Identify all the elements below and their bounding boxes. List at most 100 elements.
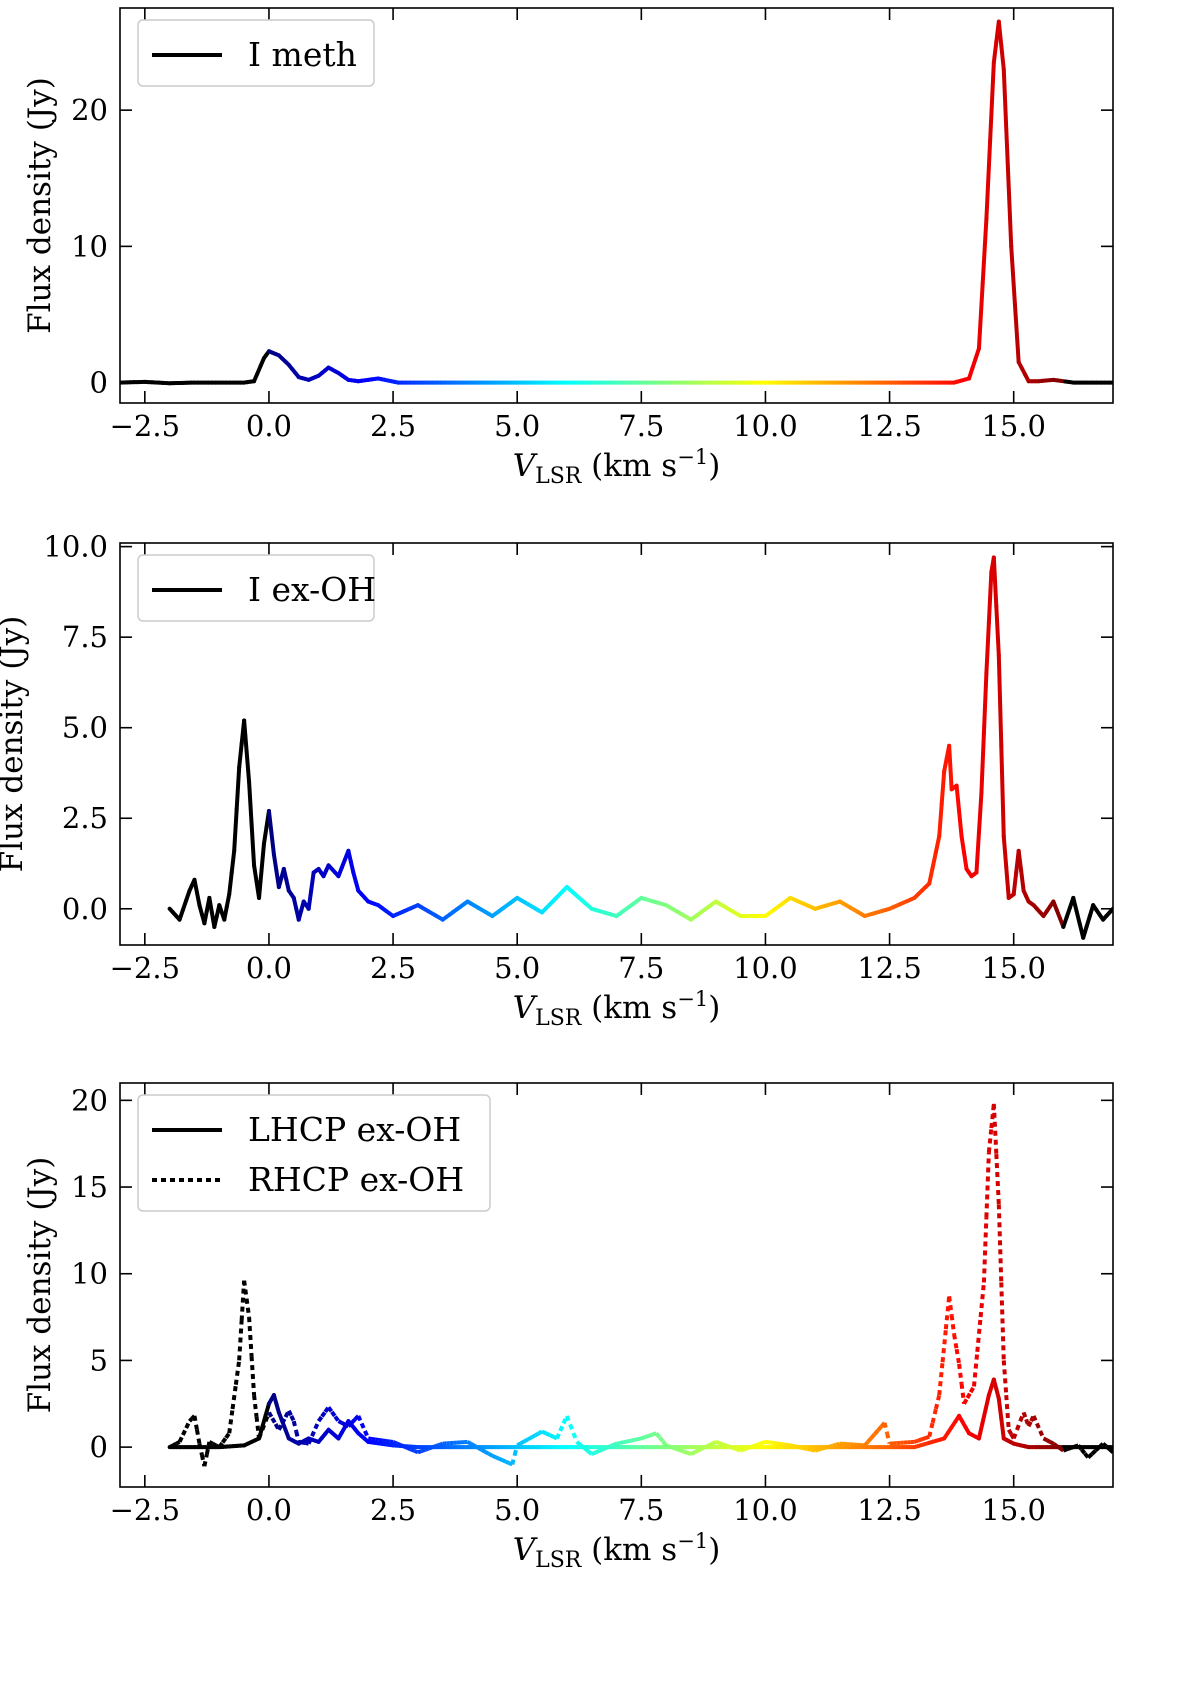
series-1-segment [261, 825, 269, 846]
x-axis-label-exponent: −1 [677, 987, 708, 1011]
series-2-segment [623, 1439, 628, 1445]
series-2-segment [579, 1443, 586, 1450]
series-1-segment [994, 604, 1001, 658]
y-axis-label: Flux density (Jy) [0, 616, 30, 873]
series-2-segment [1045, 1438, 1052, 1444]
series-1-segment [976, 790, 984, 835]
series-1-segment [242, 718, 249, 754]
x-tick-label: 15.0 [981, 951, 1046, 985]
y-tick-label: 15 [71, 1170, 108, 1204]
y-tick-label: 2.5 [62, 801, 108, 835]
series-2-segment [427, 1445, 433, 1451]
series-2-segment [882, 1422, 890, 1434]
series-2-segment [1062, 1447, 1068, 1453]
series-2-segment [1038, 1430, 1046, 1440]
series-2-segment [438, 1441, 444, 1447]
series-2-segment [1004, 1394, 1011, 1430]
series-2-segment [512, 1444, 520, 1456]
series-2-segment [301, 1440, 306, 1446]
series-2-segment [1101, 1442, 1108, 1449]
series-1-segment [271, 852, 279, 873]
series-2-segment [382, 1438, 387, 1443]
series-2-segment [729, 1444, 735, 1450]
series-2-segment [821, 1445, 827, 1451]
series-2-segment [693, 1448, 699, 1455]
legend-label: I ex-OH [248, 570, 376, 609]
series-1-segment [981, 671, 989, 736]
series-2-segment [1073, 1443, 1079, 1449]
series-1-segment [309, 870, 316, 893]
series-2-segment [608, 1443, 614, 1449]
series-2-segment [986, 1127, 994, 1153]
series-2-segment [298, 1439, 303, 1445]
series-2-segment [651, 1431, 657, 1437]
series-2-segment [590, 1450, 596, 1456]
series-1-segment [249, 821, 257, 868]
series-1-segment [984, 620, 991, 676]
series-2-segment [700, 1445, 707, 1451]
series-2-segment [192, 1415, 199, 1431]
series-1-segment [192, 877, 199, 895]
x-tick-label: 10.0 [733, 951, 798, 985]
series-2-segment [310, 1427, 318, 1437]
series-1-segment [202, 908, 209, 926]
series-2-segment [1058, 1446, 1065, 1453]
x-tick-label: 12.5 [857, 951, 922, 985]
series-1-segment [979, 731, 986, 795]
series-2-segment [239, 1280, 247, 1321]
series-2-segment [775, 1441, 780, 1446]
series-2-segment [177, 1434, 185, 1443]
series-1-segment [269, 830, 276, 857]
series-2-segment [718, 1441, 724, 1447]
series-2-segment [533, 1431, 540, 1438]
x-tick-label: 2.5 [370, 409, 416, 443]
series-2-segment [676, 1447, 681, 1453]
series-2-segment [937, 1361, 945, 1396]
chart-panel-3: −2.5 0.0 2.5 5.0 7.5 10.0 12.5 15.0 0 5 10 15 20 Flux… [22, 1082, 1114, 1573]
series-2-segment [697, 1447, 703, 1453]
series-1-segment [247, 780, 254, 826]
series-1-segment [259, 841, 266, 873]
series-2-segment [541, 1429, 547, 1436]
series-2-segment [807, 1447, 812, 1452]
series-2-segment [267, 1411, 274, 1420]
series-1-segment [1074, 909, 1082, 927]
y-tick-label: 10.0 [43, 530, 108, 564]
series-2-segment [1049, 1440, 1055, 1446]
series-2-segment [626, 1438, 632, 1444]
series-1-segment [999, 743, 1006, 839]
x-axis-label-subscript: LSR [535, 464, 583, 489]
series-2-segment [392, 1440, 398, 1446]
series-1-segment [229, 848, 237, 875]
series-2-segment [747, 1444, 752, 1450]
series-2-segment [994, 1153, 1001, 1205]
series-1-segment [954, 783, 962, 813]
series-1-segment [999, 1416, 1006, 1441]
series-2-segment [313, 1420, 321, 1430]
series-1-segment [996, 1396, 1004, 1421]
series-1-segment [976, 1422, 985, 1441]
series-2-segment [484, 1450, 490, 1456]
series-2-segment [233, 1360, 242, 1385]
y-tick-label: 20 [71, 93, 108, 127]
series-2-segment [863, 1440, 870, 1447]
series-1-segment [959, 834, 967, 855]
series-2-segment [227, 1408, 235, 1434]
y-tick-label: 10 [71, 1257, 108, 1291]
series-2-segment [249, 1355, 257, 1396]
series-2-segment [172, 1441, 178, 1448]
series-2-segment [326, 1406, 334, 1414]
x-axis-label-symbol: V [513, 1532, 539, 1568]
series-1-segment [980, 217, 989, 286]
x-axis-label-symbol: V [513, 448, 539, 484]
series-2-segment [825, 1444, 830, 1450]
series-2-segment [230, 1384, 238, 1410]
series-2-segment [283, 1409, 291, 1418]
series-1-segment [974, 830, 981, 875]
series-2-segment [224, 1432, 231, 1440]
series-2-segment [1035, 1422, 1043, 1432]
series-2-segment [644, 1433, 650, 1440]
series-1-segment [306, 888, 314, 911]
y-axis-label: Flux density (Jy) [22, 77, 58, 334]
series-2-segment [1001, 1360, 1009, 1396]
